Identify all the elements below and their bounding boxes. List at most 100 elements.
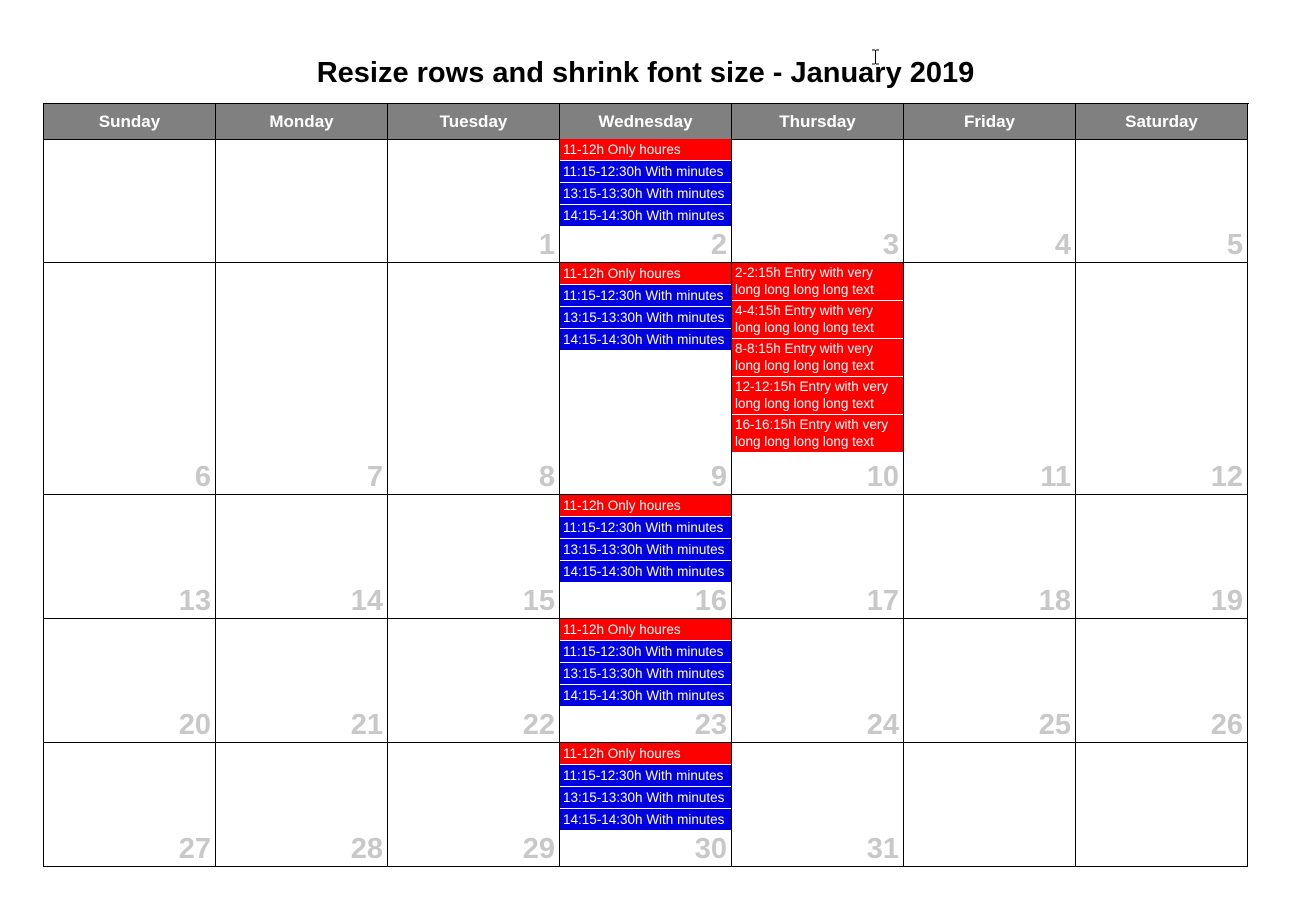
calendar-event[interactable]: 13:15-13:30h With minutes bbox=[560, 787, 731, 809]
event-list: 2-2:15h Entry with very long long long l… bbox=[732, 263, 903, 453]
day-cell[interactable]: 11-12h Only houres 11:15-12:30h With minu… bbox=[560, 263, 732, 495]
weekday-header-row: Sunday Monday Tuesday Wednesday Thursday Frid… bbox=[44, 104, 1249, 140]
day-number: 15 bbox=[522, 585, 555, 617]
day-number: 13 bbox=[178, 585, 211, 617]
day-number: 21 bbox=[350, 709, 383, 741]
day-number: 25 bbox=[1038, 709, 1071, 741]
calendar-event[interactable]: 14:15-14:30h With minutes bbox=[560, 561, 731, 583]
day-cell[interactable]: 4 bbox=[904, 139, 1076, 263]
day-cell[interactable] bbox=[1076, 743, 1248, 867]
day-cell[interactable]: 11-12h Only houres 11:15-12:30h With minu… bbox=[560, 743, 732, 867]
day-number: 12 bbox=[1210, 461, 1243, 493]
calendar-event[interactable]: 8-8:15h Entry with very long long long l… bbox=[732, 339, 903, 377]
calendar-event[interactable]: 11:15-12:30h With minutes bbox=[560, 517, 731, 539]
calendar-event[interactable]: 11-12h Only houres bbox=[560, 139, 731, 161]
day-number: 30 bbox=[694, 833, 727, 865]
day-cell[interactable]: 12 bbox=[1076, 263, 1248, 495]
weekday-header-saturday: Saturday bbox=[1076, 104, 1248, 140]
day-cell[interactable] bbox=[216, 139, 388, 263]
day-cell[interactable]: 14 bbox=[216, 495, 388, 619]
day-number: 24 bbox=[866, 709, 899, 741]
day-cell[interactable]: 27 bbox=[44, 743, 216, 867]
calendar-event[interactable]: 13:15-13:30h With minutes bbox=[560, 663, 731, 685]
day-cell[interactable]: 18 bbox=[904, 495, 1076, 619]
day-number: 11 bbox=[1040, 461, 1071, 493]
day-cell[interactable]: 20 bbox=[44, 619, 216, 743]
calendar-event[interactable]: 11-12h Only houres bbox=[560, 743, 731, 765]
calendar-event[interactable]: 2-2:15h Entry with very long long long l… bbox=[732, 263, 903, 301]
page-title: Resize rows and shrink font size - Janua… bbox=[316, 57, 975, 89]
event-list: 11-12h Only houres 11:15-12:30h With minu… bbox=[560, 263, 731, 351]
day-number: 5 bbox=[1226, 229, 1243, 261]
day-number: 8 bbox=[538, 461, 555, 493]
day-number: 18 bbox=[1038, 585, 1071, 617]
day-number: 2 bbox=[710, 229, 727, 261]
calendar-event[interactable]: 14:15-14:30h With minutes bbox=[560, 205, 731, 227]
day-cell[interactable]: 11-12h Only houres 11:15-12:30h With minu… bbox=[560, 619, 732, 743]
event-list: 11-12h Only houres 11:15-12:30h With minu… bbox=[560, 619, 731, 707]
calendar-event[interactable]: 13:15-13:30h With minutes bbox=[560, 183, 731, 205]
day-cell[interactable]: 11-12h Only houres 11:15-12:30h With minu… bbox=[560, 495, 732, 619]
day-cell[interactable]: 26 bbox=[1076, 619, 1248, 743]
event-list: 11-12h Only houres 11:15-12:30h With minu… bbox=[560, 139, 731, 227]
calendar-event[interactable]: 13:15-13:30h With minutes bbox=[560, 307, 731, 329]
day-number: 26 bbox=[1210, 709, 1243, 741]
day-cell[interactable] bbox=[904, 743, 1076, 867]
day-cell[interactable]: 17 bbox=[732, 495, 904, 619]
day-number: 4 bbox=[1054, 229, 1071, 261]
weekday-header-monday: Monday bbox=[216, 104, 388, 140]
day-cell[interactable]: 24 bbox=[732, 619, 904, 743]
day-cell[interactable]: 1 bbox=[388, 139, 560, 263]
day-number: 6 bbox=[194, 461, 211, 493]
day-cell[interactable] bbox=[44, 139, 216, 263]
calendar-event[interactable]: 11-12h Only houres bbox=[560, 495, 731, 517]
day-cell[interactable]: 7 bbox=[216, 263, 388, 495]
day-cell[interactable]: 15 bbox=[388, 495, 560, 619]
week-row: 27 28 29 11-12h Only houres 11:15-12:30h Wit… bbox=[44, 743, 1249, 867]
calendar-event[interactable]: 11-12h Only houres bbox=[560, 263, 731, 285]
calendar-event[interactable]: 11:15-12:30h With minutes bbox=[560, 161, 731, 183]
day-cell[interactable]: 29 bbox=[388, 743, 560, 867]
day-cell[interactable]: 21 bbox=[216, 619, 388, 743]
calendar-event[interactable]: 4-4:15h Entry with very long long long l… bbox=[732, 301, 903, 339]
calendar-grid: Sunday Monday Tuesday Wednesday Thursday Frid… bbox=[43, 103, 1249, 867]
day-cell[interactable]: 11-12h Only houres 11:15-12:30h With minu… bbox=[560, 139, 732, 263]
day-number: 23 bbox=[694, 709, 727, 741]
day-number: 10 bbox=[866, 461, 899, 493]
day-number: 20 bbox=[178, 709, 211, 741]
text-cursor-icon bbox=[872, 49, 879, 65]
day-cell[interactable]: 31 bbox=[732, 743, 904, 867]
day-number: 14 bbox=[350, 585, 383, 617]
day-cell[interactable]: 11 bbox=[904, 263, 1076, 495]
calendar-event[interactable]: 16-16:15h Entry with very long long long… bbox=[732, 415, 903, 453]
weekday-header-thursday: Thursday bbox=[732, 104, 904, 140]
calendar-event[interactable]: 12-12:15h Entry with very long long long… bbox=[732, 377, 903, 415]
calendar-event[interactable]: 14:15-14:30h With minutes bbox=[560, 329, 731, 351]
week-row: 13 14 15 11-12h Only houres 11:15-12:30h Wit… bbox=[44, 495, 1249, 619]
day-cell[interactable]: 6 bbox=[44, 263, 216, 495]
calendar-event[interactable]: 11-12h Only houres bbox=[560, 619, 731, 641]
day-cell[interactable]: 22 bbox=[388, 619, 560, 743]
calendar-weeks: 1 11-12h Only houres 11:15-12:30h With min… bbox=[44, 139, 1249, 867]
day-cell[interactable]: 28 bbox=[216, 743, 388, 867]
day-cell[interactable]: 13 bbox=[44, 495, 216, 619]
calendar-event[interactable]: 11:15-12:30h With minutes bbox=[560, 285, 731, 307]
calendar-event[interactable]: 14:15-14:30h With minutes bbox=[560, 685, 731, 707]
day-cell[interactable]: 5 bbox=[1076, 139, 1248, 263]
event-list: 11-12h Only houres 11:15-12:30h With minu… bbox=[560, 743, 731, 831]
day-cell[interactable]: 2-2:15h Entry with very long long long l… bbox=[732, 263, 904, 495]
day-number: 31 bbox=[866, 833, 899, 865]
calendar-event[interactable]: 13:15-13:30h With minutes bbox=[560, 539, 731, 561]
day-number: 17 bbox=[866, 585, 899, 617]
calendar-event[interactable]: 11:15-12:30h With minutes bbox=[560, 641, 731, 663]
day-number: 3 bbox=[882, 229, 899, 261]
day-number: 27 bbox=[178, 833, 211, 865]
day-cell[interactable]: 19 bbox=[1076, 495, 1248, 619]
day-cell[interactable]: 3 bbox=[732, 139, 904, 263]
day-number: 1 bbox=[538, 229, 555, 261]
calendar-event[interactable]: 14:15-14:30h With minutes bbox=[560, 809, 731, 831]
calendar-event[interactable]: 11:15-12:30h With minutes bbox=[560, 765, 731, 787]
day-cell[interactable]: 25 bbox=[904, 619, 1076, 743]
day-number: 22 bbox=[522, 709, 555, 741]
day-cell[interactable]: 8 bbox=[388, 263, 560, 495]
